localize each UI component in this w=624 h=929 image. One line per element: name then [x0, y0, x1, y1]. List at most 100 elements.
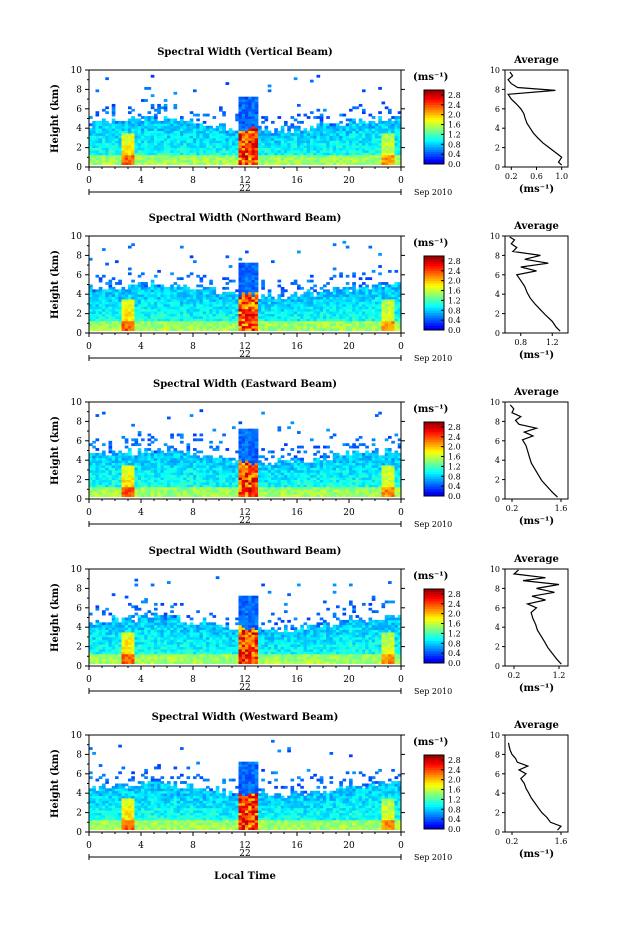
heatmap-cell — [238, 303, 243, 307]
heatmap-cell — [118, 325, 122, 329]
heatmap-cell — [115, 135, 119, 139]
heatmap-cell — [345, 286, 350, 290]
heatmap-cell — [111, 154, 116, 158]
heatmap-cell — [345, 135, 350, 139]
heatmap-cell — [115, 289, 119, 293]
heatmap-cell — [170, 299, 174, 302]
heatmap-cell — [144, 291, 148, 295]
heatmap-cell — [202, 482, 207, 485]
heatmap-cell — [378, 325, 382, 329]
heatmap-cell — [371, 323, 376, 327]
heatmap-cell — [147, 159, 152, 163]
heatmap-cell — [202, 318, 207, 322]
heatmap-cell — [264, 313, 269, 317]
heatmap-cell — [144, 130, 148, 134]
heatmap-cell — [394, 116, 399, 119]
heatmap-cell — [137, 159, 142, 163]
heatmap-cell — [248, 140, 252, 144]
heatmap-cell — [131, 123, 135, 127]
heatmap-cell — [186, 274, 191, 278]
heatmap-cell — [228, 469, 233, 473]
heatmap-cell — [150, 120, 155, 124]
heatmap-cell — [241, 328, 246, 331]
heatmap-cell — [264, 323, 269, 327]
heatmap-cell — [150, 452, 155, 456]
heatmap-cell — [111, 106, 116, 110]
heatmap-cell — [199, 279, 204, 283]
heatmap-cell — [115, 474, 119, 478]
heatmap-cell — [144, 152, 148, 156]
heatmap-cell — [170, 145, 174, 148]
heatmap-cell — [167, 445, 171, 449]
heatmap-cell — [202, 140, 207, 144]
heatmap-cell — [193, 489, 197, 493]
heatmap-cell — [228, 474, 233, 478]
heatmap-cell — [235, 137, 239, 141]
heatmap-cell — [362, 133, 366, 136]
heatmap-cell — [173, 474, 178, 478]
heatmap-cell — [92, 303, 96, 307]
heatmap-cell — [206, 325, 210, 329]
heatmap-cell — [92, 311, 96, 314]
heatmap-cell — [319, 286, 324, 290]
heatmap-cell — [381, 135, 386, 139]
x-tick-label: 16 — [291, 176, 303, 186]
heatmap-cell — [154, 323, 158, 327]
heatmap-cell — [141, 491, 145, 495]
heatmap-cell — [310, 137, 314, 141]
heatmap-cell — [108, 474, 113, 478]
heatmap-cell — [310, 301, 314, 305]
heatmap-cell — [297, 113, 301, 117]
heatmap-cell — [186, 474, 191, 478]
heatmap-cell — [115, 325, 119, 329]
heatmap-cell — [219, 486, 223, 490]
heatmap-cell — [352, 159, 356, 163]
heatmap-cell — [339, 128, 343, 132]
heatmap-cell — [154, 301, 158, 305]
heatmap-cell — [290, 150, 295, 153]
heatmap-cell — [271, 162, 275, 165]
heatmap-cell — [245, 435, 249, 439]
heatmap-cell — [222, 494, 226, 497]
heatmap-cell — [160, 152, 165, 156]
heatmap-cell — [163, 489, 168, 493]
heatmap-cell — [170, 152, 174, 156]
heatmap-cell — [274, 152, 278, 156]
heatmap-cell — [186, 467, 191, 471]
heatmap-cell — [368, 123, 373, 127]
heatmap-cell — [245, 289, 249, 293]
heatmap-cell — [150, 289, 155, 293]
heatmap-cell — [199, 296, 204, 300]
heatmap-cell — [271, 325, 275, 329]
heatmap-cell — [365, 323, 369, 327]
heatmap-cell — [196, 147, 200, 151]
colorbar-swatch — [424, 161, 444, 165]
heatmap-cell — [332, 145, 337, 148]
heatmap-cell — [290, 154, 295, 158]
heatmap-cell — [336, 140, 340, 144]
heatmap-cell — [180, 301, 184, 305]
heatmap-cell — [339, 311, 343, 314]
heatmap-cell — [316, 152, 321, 156]
heatmap-cell — [128, 452, 132, 456]
heatmap-cell — [316, 303, 321, 307]
heatmap-cell — [293, 291, 298, 295]
heatmap-cell — [92, 494, 96, 497]
heatmap-cell — [212, 477, 217, 480]
heatmap-cell — [248, 272, 252, 276]
heatmap-cell — [378, 157, 382, 161]
heatmap-cell — [160, 469, 165, 473]
heatmap-cell — [271, 154, 275, 158]
heatmap-cell — [254, 294, 259, 298]
heatmap-cell — [193, 320, 197, 324]
heatmap-cell — [186, 159, 191, 163]
heatmap-cell — [163, 469, 168, 473]
heatmap-cell — [157, 152, 161, 156]
heatmap-cell — [248, 133, 252, 136]
heatmap-cell — [154, 286, 158, 290]
heatmap-cell — [332, 147, 337, 151]
heatmap-cell — [391, 299, 395, 302]
heatmap-cell — [108, 152, 113, 156]
heatmap-cell — [258, 494, 262, 497]
heatmap-cell — [365, 154, 369, 158]
